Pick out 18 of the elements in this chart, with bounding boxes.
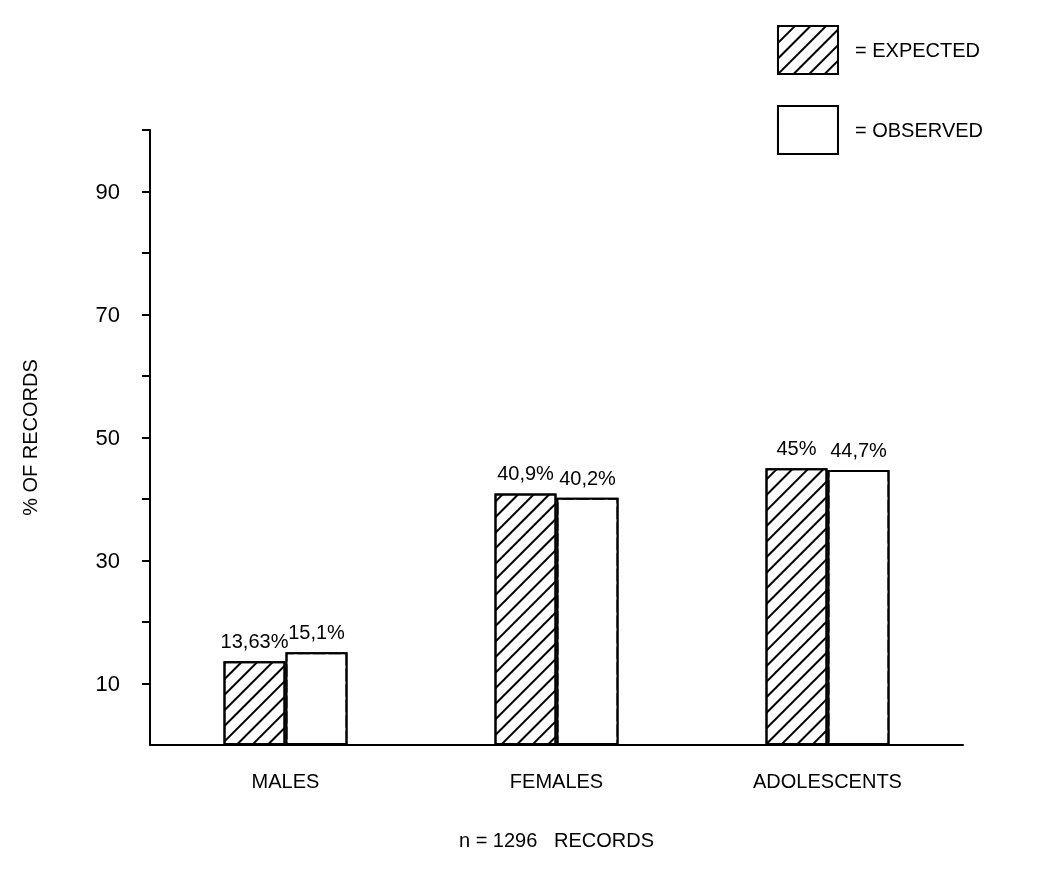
y-tick-label: 50: [95, 425, 120, 450]
y-tick-label: 90: [95, 179, 120, 204]
data-label: 45%: [776, 437, 817, 460]
y-tick-label: 70: [95, 302, 120, 327]
data-label: 13,63%: [220, 630, 289, 653]
x-tick-label: FEMALES: [509, 770, 604, 792]
text: = EXPECTED: [854, 39, 981, 61]
y-tick-label: 10: [95, 671, 120, 696]
x-tick-label: ADOLESCENTS: [753, 770, 902, 792]
x-tick-label: MALES: [251, 770, 320, 792]
data-label: 40,2%: [559, 466, 617, 489]
data-label: 44,7%: [830, 439, 888, 462]
y-axis-title: % OF RECORDS: [19, 359, 41, 516]
text: = OBSERVED: [854, 119, 984, 141]
y-tick-label: 30: [95, 548, 120, 573]
data-label: 15,1%: [288, 621, 346, 644]
data-label: 40,9%: [497, 462, 555, 485]
x-axis-title: n = 1296 RECORDS: [458, 829, 655, 851]
